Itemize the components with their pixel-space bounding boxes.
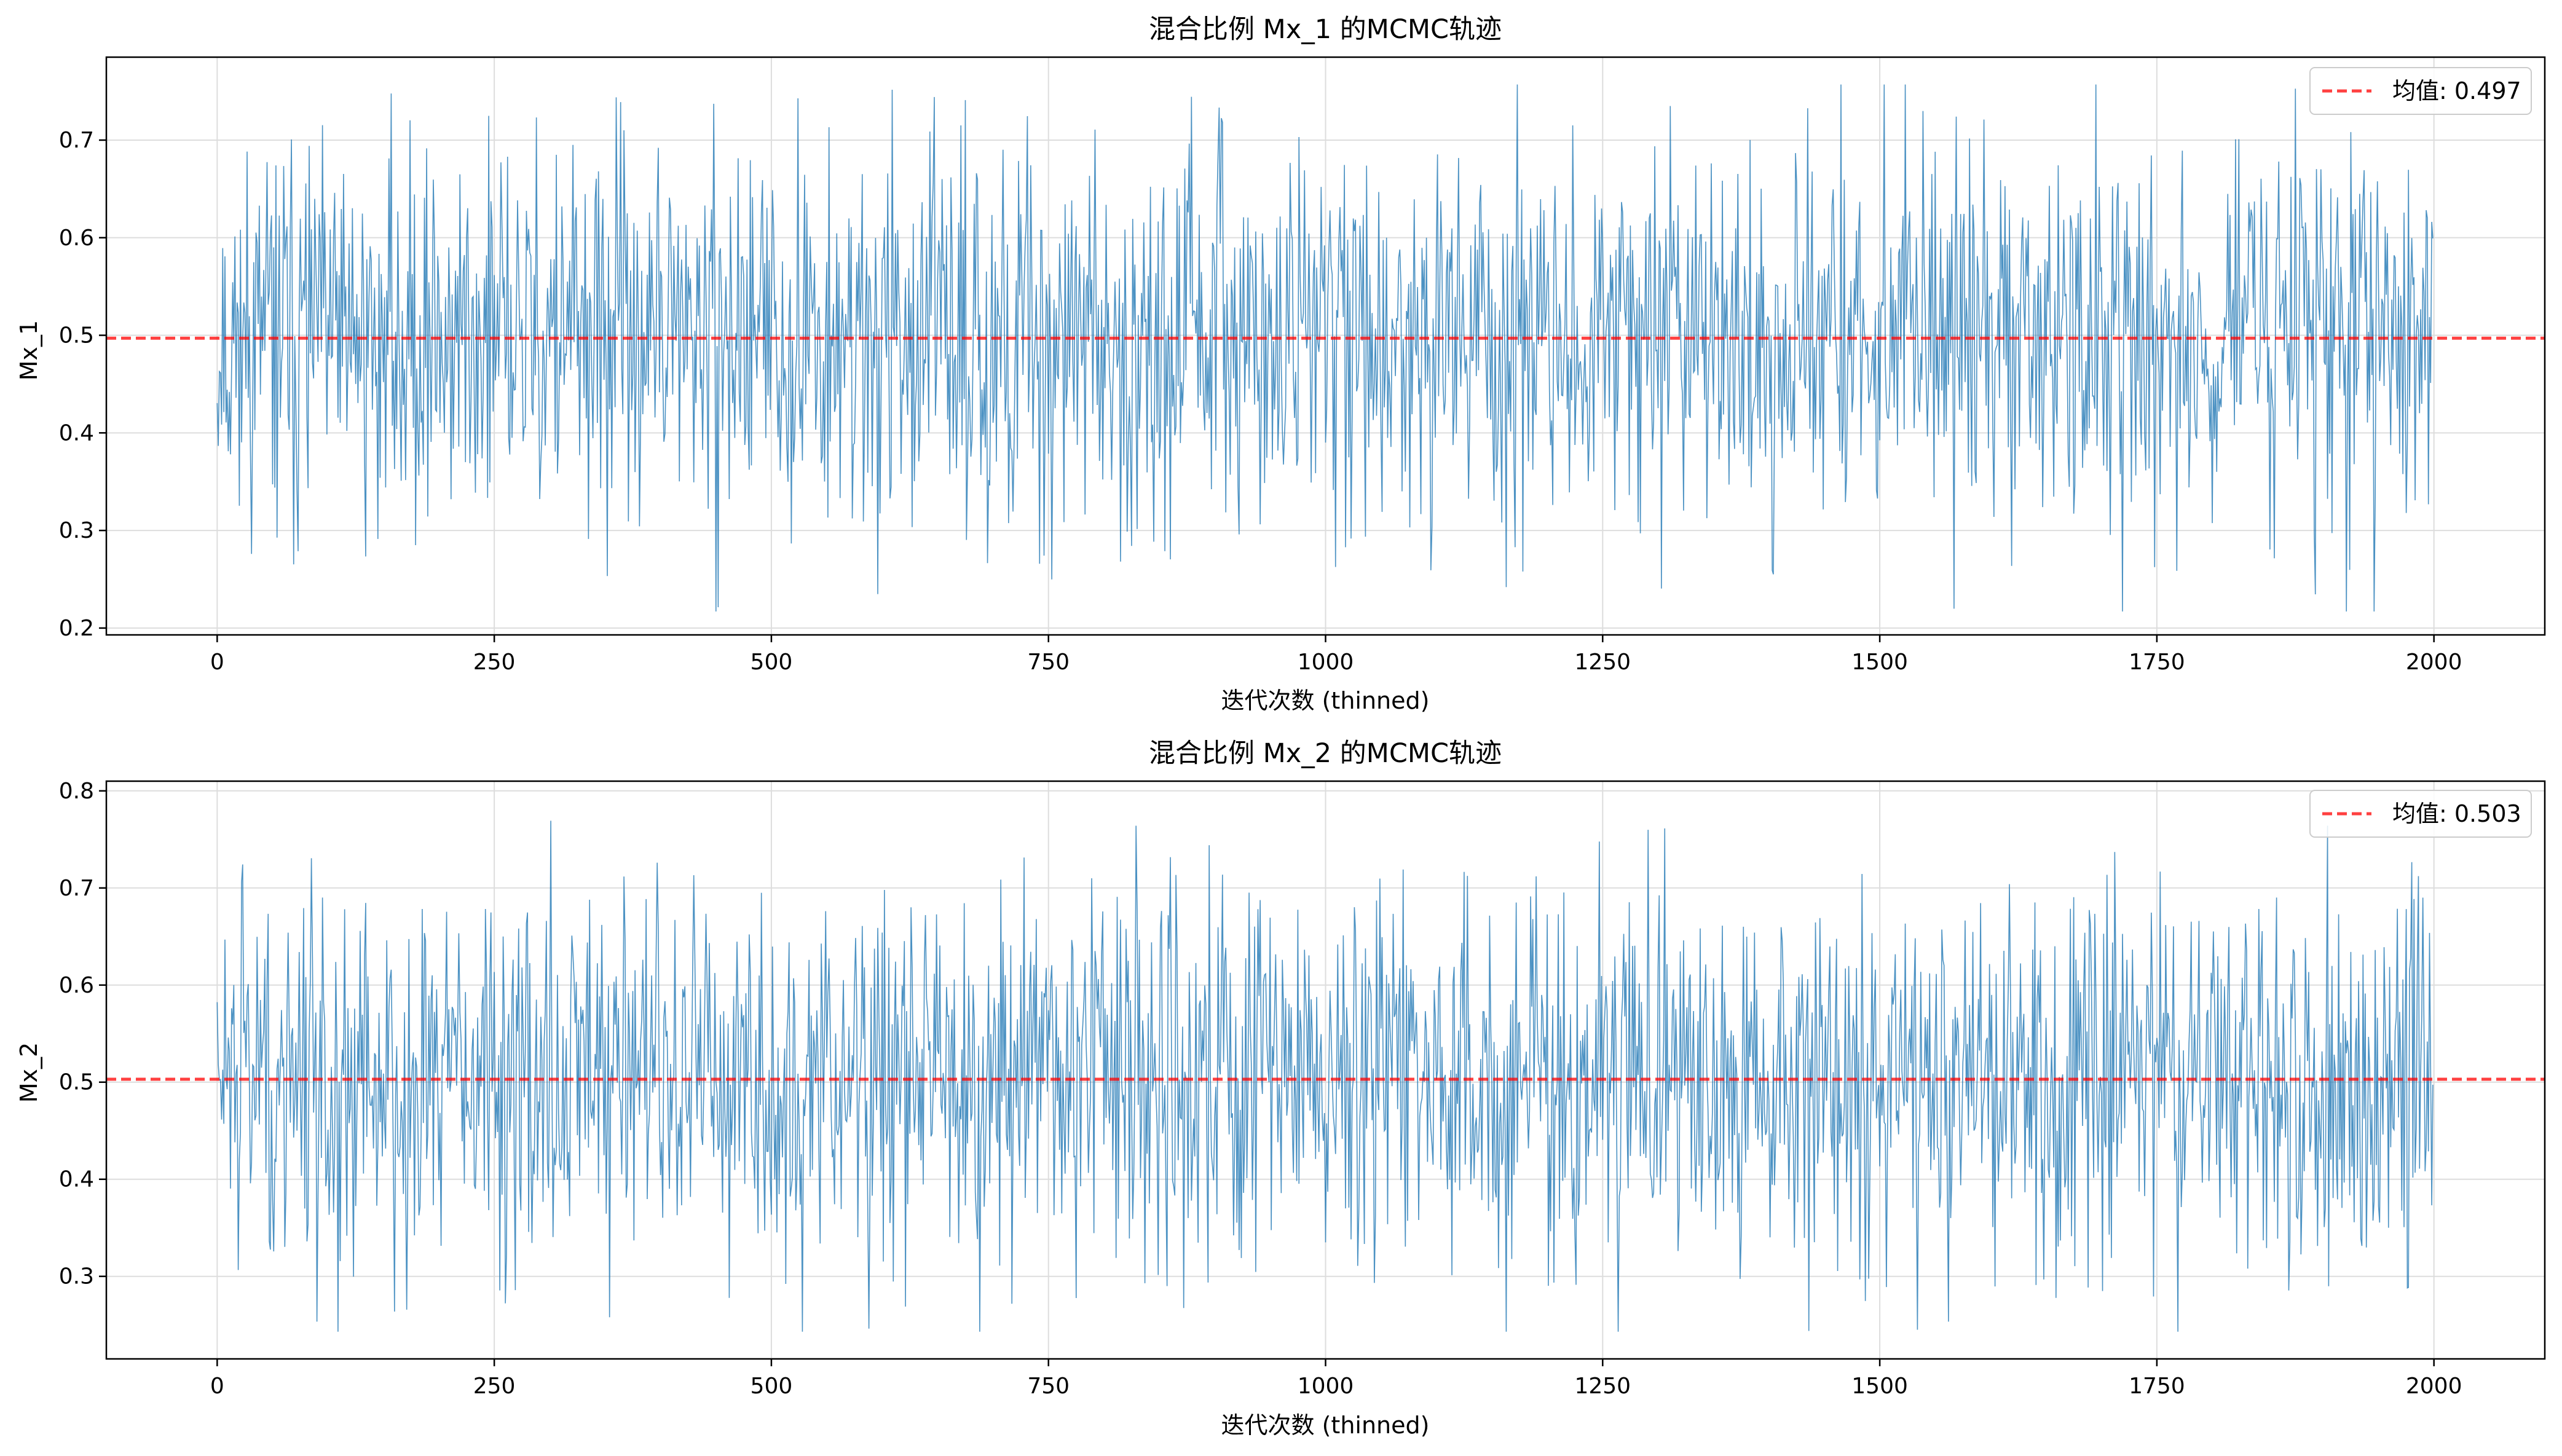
y-axis-label: Mx_1 xyxy=(15,320,42,380)
x-tick-label: 1500 xyxy=(1851,1374,1908,1399)
x-tick-label: 1500 xyxy=(1851,650,1908,675)
x-tick-label: 500 xyxy=(751,650,793,675)
y-tick-label: 0.4 xyxy=(59,1167,94,1192)
x-tick-label: 250 xyxy=(473,650,516,675)
x-tick-label: 0 xyxy=(210,650,224,675)
chart-title: 混合比例 Mx_1 的MCMC轨迹 xyxy=(1149,14,1502,45)
y-tick-label: 0.6 xyxy=(59,226,94,251)
legend-box xyxy=(2309,790,2532,838)
y-ticks: 0.3 0.4 0.5 0.6 0.7 0.8 xyxy=(59,779,106,1289)
x-tick-label: 500 xyxy=(751,1374,793,1399)
y-axis-label: Mx_2 xyxy=(15,1042,42,1103)
legend-label: 均值: 0.497 xyxy=(2392,77,2521,104)
y-tick-label: 0.7 xyxy=(59,128,94,153)
y-tick-label: 0.2 xyxy=(59,616,94,641)
y-tick-label: 0.3 xyxy=(59,1264,94,1289)
trace-panel-mx2: 混合比例 Mx_2 的MCMC轨迹 0.3 0.4 0.5 0.6 0.7 0.8 0 25… xyxy=(15,738,2546,1439)
x-tick-label: 1750 xyxy=(2129,650,2185,675)
trace-line xyxy=(216,820,2434,1332)
legend-box xyxy=(2309,67,2532,115)
trace-series xyxy=(216,84,2434,612)
x-ticks: 0 250 500 750 1000 1250 1500 1750 2000 xyxy=(210,1359,2462,1399)
trace-series xyxy=(216,820,2434,1332)
x-tick-label: 750 xyxy=(1027,650,1070,675)
x-tick-label: 1250 xyxy=(1574,1374,1631,1399)
x-tick-label: 1000 xyxy=(1298,1374,1354,1399)
x-axis-label: 迭代次数 (thinned) xyxy=(1221,687,1430,714)
x-tick-label: 2000 xyxy=(2406,650,2462,675)
chart-title: 混合比例 Mx_2 的MCMC轨迹 xyxy=(1149,738,1502,769)
x-tick-label: 1250 xyxy=(1574,650,1631,675)
trace-panel-mx1: 混合比例 Mx_1 的MCMC轨迹 0.2 0.3 0.4 0.5 0.6 0.7 0 25… xyxy=(15,14,2546,714)
legend: 均值: 0.497 xyxy=(2309,67,2532,115)
axes-frame xyxy=(105,56,2546,636)
trace-line xyxy=(216,84,2434,612)
x-tick-label: 250 xyxy=(473,1374,516,1399)
x-axis-label: 迭代次数 (thinned) xyxy=(1221,1412,1430,1439)
y-tick-label: 0.5 xyxy=(59,1070,94,1095)
x-tick-label: 0 xyxy=(210,1374,224,1399)
y-tick-label: 0.4 xyxy=(59,420,94,446)
y-ticks: 0.2 0.3 0.4 0.5 0.6 0.7 xyxy=(59,128,106,641)
x-ticks: 0 250 500 750 1000 1250 1500 1750 2000 xyxy=(210,635,2462,675)
legend: 均值: 0.503 xyxy=(2309,790,2532,838)
y-tick-label: 0.8 xyxy=(59,779,94,804)
x-tick-label: 1000 xyxy=(1298,650,1354,675)
x-tick-label: 1750 xyxy=(2129,1374,2185,1399)
y-tick-label: 0.5 xyxy=(59,323,94,348)
y-tick-label: 0.6 xyxy=(59,973,94,998)
axes-frame xyxy=(105,780,2546,1360)
legend-label: 均值: 0.503 xyxy=(2392,800,2521,827)
x-tick-label: 750 xyxy=(1027,1374,1070,1399)
y-tick-label: 0.7 xyxy=(59,876,94,901)
y-tick-label: 0.3 xyxy=(59,518,94,543)
x-tick-label: 2000 xyxy=(2406,1374,2462,1399)
